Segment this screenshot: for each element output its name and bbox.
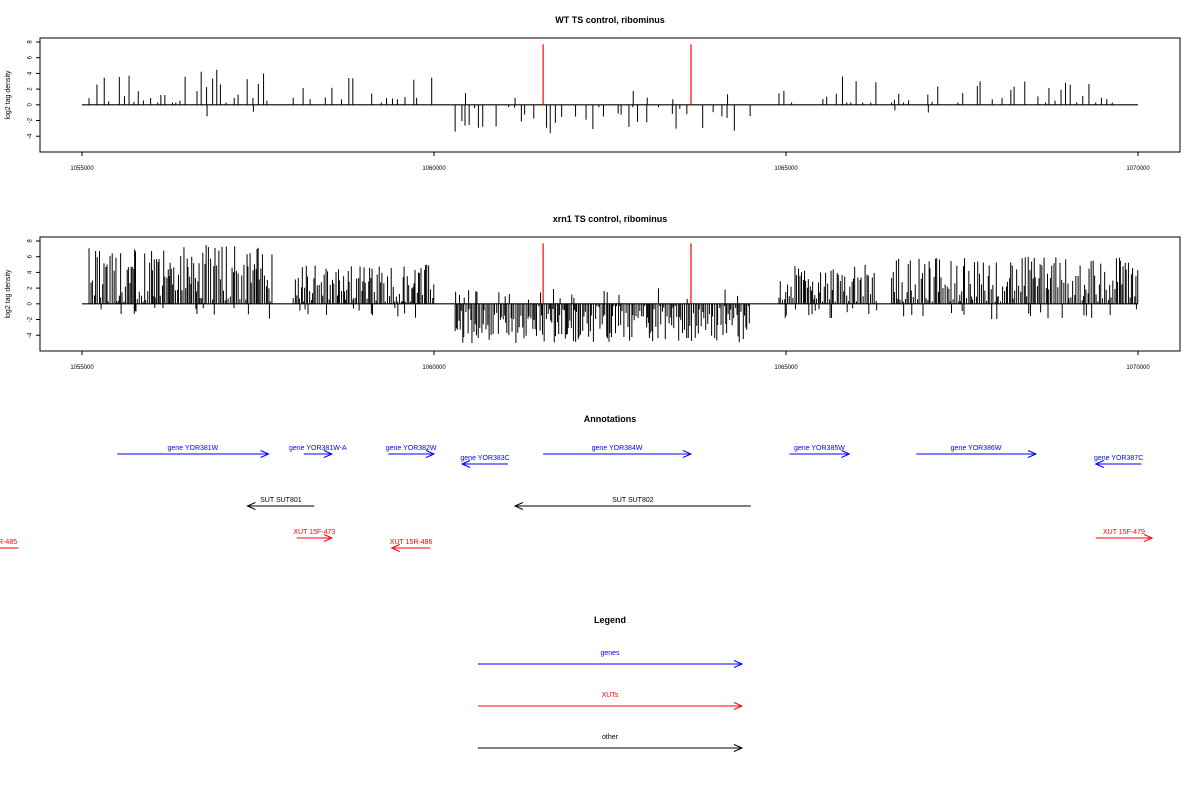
annotation-arrow-arrowhead <box>390 544 400 552</box>
annotation-feature: gene YOR382W <box>386 445 437 458</box>
annotation-feature: gene YOR384W <box>543 445 693 458</box>
panel-wt-bars <box>82 69 1138 134</box>
panel-xrn1-ylabel: log2 tag density <box>5 269 12 319</box>
panel-wt-markers <box>542 44 692 105</box>
annotation-arrow-arrowhead <box>513 502 524 510</box>
panel-xrn1-x-tick-label: 1070000 <box>1126 365 1150 371</box>
panel-xrn1-x-tick-label: 1065000 <box>774 365 798 371</box>
panel-wt-x-tick-label: 1060000 <box>422 166 446 172</box>
legend-arrow-arrowhead <box>733 744 744 752</box>
annotation-arrow-arrowhead <box>323 534 334 542</box>
annotation-arrow-arrowhead <box>460 460 471 468</box>
legend-entry-XUTs: XUTs <box>478 692 744 710</box>
panel-wt-x-tick-label: 1055000 <box>70 166 94 172</box>
annotation-feature: XUT 15R-486 <box>390 539 433 552</box>
annotation-label: XUT 15F-473 <box>293 529 335 536</box>
panel-wt-y-axis: -4 -2 0 2 4 6 8 <box>28 40 41 139</box>
annotation-label: gene YOR381W-A <box>289 445 347 452</box>
annotation-label: gene YOR381W <box>167 445 218 452</box>
panel-xrn1-y-tick-label: -4 <box>28 332 34 338</box>
annotation-feature: gene YOR387C <box>1094 455 1143 468</box>
panel-wt-title: WT TS control, ribominus <box>555 15 665 25</box>
panel-wt-y-tick-label: 0 <box>28 102 34 106</box>
annotation-arrow-arrowhead <box>841 450 851 458</box>
annotation-feature: XUT 15R-485 <box>0 539 19 549</box>
annotation-feature: XUT 15F-479 <box>1095 529 1154 542</box>
annotation-label: SUT SUT802 <box>612 497 654 504</box>
panel-xrn1-y-tick-label: 6 <box>28 254 34 258</box>
legend-label: other <box>602 734 619 741</box>
annotations-title: Annotations <box>584 414 637 424</box>
panel-xrn1-y-tick-label: 2 <box>28 286 34 290</box>
panel-wt-x-tick-label: 1065000 <box>774 166 798 172</box>
legend-entry-genes: genes <box>478 650 744 668</box>
legend-entry-other: other <box>478 734 744 752</box>
legend-panel: Legend genes XUTs other <box>478 615 744 752</box>
panel-wt: WT TS control, ribominus log2 tag densit… <box>5 15 1181 172</box>
annotation-arrow-arrowhead <box>1094 460 1104 468</box>
panel-wt-y-tick-label: 8 <box>28 40 34 44</box>
panel-xrn1-y-tick-label: 4 <box>28 270 34 274</box>
annotation-label: gene YOR384W <box>592 445 643 452</box>
legend-title: Legend <box>594 615 626 625</box>
panel-wt-frame <box>39 37 1181 153</box>
annotation-feature: gene YOR381W <box>117 445 270 458</box>
legend-entries: genes XUTs other <box>478 650 744 752</box>
panel-xrn1-y-axis: -4 -2 0 2 4 6 8 <box>28 239 41 338</box>
panel-wt-y-tick-label: -4 <box>28 133 34 139</box>
annotation-arrow-arrowhead <box>682 450 693 458</box>
annotations-panel: Annotations gene YOR381W gene YOR381W-A ge… <box>0 414 1154 552</box>
panel-wt-x-tick-label: 1070000 <box>1126 166 1150 172</box>
panel-wt-y-tick-label: 4 <box>28 71 34 75</box>
annotation-arrow-arrowhead <box>1027 450 1038 458</box>
annotation-label: XUT 15R-486 <box>390 539 433 546</box>
legend-arrow-arrowhead <box>733 660 744 668</box>
panel-wt-y-tick-label: 6 <box>28 55 34 59</box>
annotation-feature: gene YOR386W <box>916 445 1038 458</box>
panel-xrn1-x-tick-label: 1055000 <box>70 365 94 371</box>
annotation-arrow-arrowhead <box>246 502 256 510</box>
panel-xrn1-x-axis: 1055000 1060000 1065000 1070000 <box>70 351 1150 371</box>
annotation-features: gene YOR381W gene YOR381W-A gene YOR382W ge… <box>0 445 1154 552</box>
annotation-feature: gene YOR383C <box>460 455 510 468</box>
panel-wt-y-tick-label: -2 <box>28 117 34 123</box>
annotation-feature: gene YOR381W-A <box>289 445 347 458</box>
annotation-feature: SUT SUT802 <box>513 497 751 510</box>
annotation-label: SUT SUT801 <box>260 497 302 504</box>
annotation-feature: gene YOR385W <box>789 445 851 458</box>
annotation-label: gene YOR387C <box>1094 455 1143 462</box>
panel-xrn1-x-tick-label: 1060000 <box>422 365 446 371</box>
annotation-label: gene YOR382W <box>386 445 437 452</box>
annotation-arrow-arrowhead <box>260 450 270 458</box>
panel-wt-x-axis: 1055000 1060000 1065000 1070000 <box>70 152 1150 172</box>
annotation-label: gene YOR386W <box>951 445 1002 452</box>
panel-xrn1-title: xrn1 TS control, ribominus <box>553 214 668 224</box>
panel-xrn1-y-tick-label: -2 <box>28 316 34 322</box>
annotation-label: XUT 15F-479 <box>1103 529 1145 536</box>
annotation-label: gene YOR383C <box>460 455 509 462</box>
panel-xrn1: xrn1 TS control, ribominus log2 tag dens… <box>5 214 1181 371</box>
panel-wt-ylabel: log2 tag density <box>5 70 12 120</box>
panel-wt-y-tick-label: 2 <box>28 87 34 91</box>
panel-xrn1-bars <box>82 245 1139 344</box>
legend-arrow-arrowhead <box>733 702 744 710</box>
annotation-arrow-arrowhead <box>425 450 436 458</box>
annotation-arrow-arrowhead <box>323 450 334 458</box>
annotation-arrow-arrowhead <box>1143 534 1154 542</box>
panel-xrn1-y-tick-label: 8 <box>28 239 34 243</box>
legend-label: genes <box>600 650 620 657</box>
panel-xrn1-y-tick-label: 0 <box>28 301 34 305</box>
legend-label: XUTs <box>602 692 619 699</box>
annotation-feature: XUT 15F-473 <box>293 529 335 542</box>
annotation-feature: SUT SUT801 <box>246 497 315 510</box>
annotation-label: XUT 15R-485 <box>0 539 17 546</box>
panel-xrn1-markers <box>542 243 692 304</box>
annotation-label: gene YOR385W <box>794 445 845 452</box>
